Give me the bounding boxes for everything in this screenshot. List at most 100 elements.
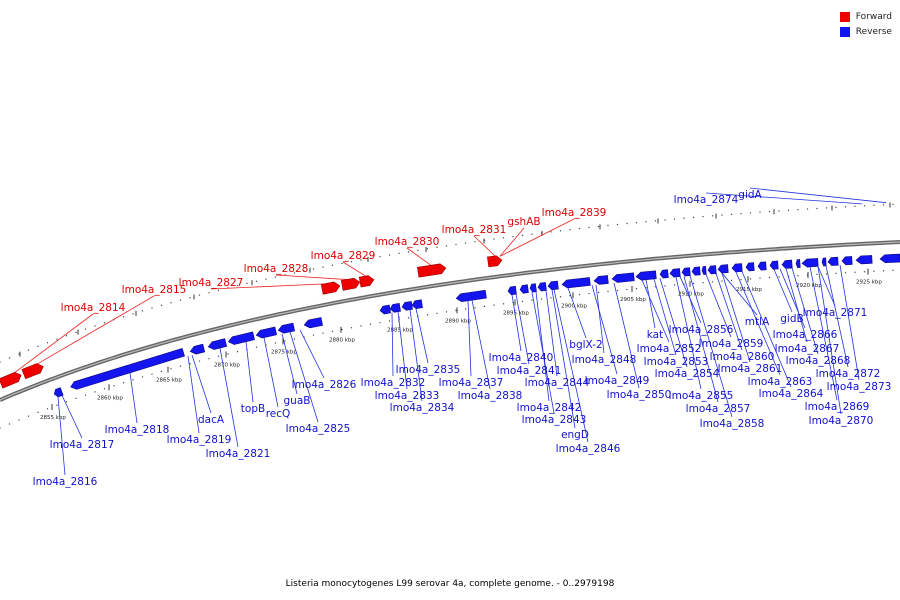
track-dot [246, 282, 248, 285]
track-dot [0, 361, 1, 363]
track-dot [341, 262, 343, 265]
track-dot [778, 276, 780, 278]
track-dot [531, 299, 533, 301]
track-dot [445, 245, 448, 247]
scale-tick-label: 2905 kbp [620, 297, 646, 303]
track-dot [160, 370, 163, 373]
gene-leader-line [839, 265, 860, 381]
track-dot [65, 401, 68, 403]
gene-label: lmo4a_2844 [525, 377, 590, 389]
track-dot [711, 215, 714, 217]
track-dot [531, 233, 533, 235]
track-dot [559, 296, 562, 298]
forward-gene-arrow [320, 281, 341, 295]
gene-leader-line [659, 278, 688, 368]
reverse-gene-arrow [593, 275, 609, 285]
track-dot [46, 342, 49, 344]
track-dot [75, 331, 77, 333]
track-dot [683, 217, 685, 219]
reverse-gene-arrow [561, 277, 591, 289]
track-dot [493, 304, 495, 306]
track-dot [635, 288, 638, 290]
reverse-gene-arrow [379, 304, 391, 315]
track-dot [407, 251, 410, 253]
track-dot [426, 248, 429, 250]
track-dot [749, 212, 752, 214]
reverse-gene-arrow [303, 317, 323, 329]
gene-label: lmo4a_2848 [572, 354, 637, 366]
track-dot [607, 224, 609, 227]
gene-label: recQ [266, 408, 291, 420]
legend-reverse: Reverse [839, 24, 892, 39]
track-dot [312, 268, 315, 270]
scale-tick-label: 2895 kbp [503, 310, 529, 316]
scale-tick-label: 2920 kbp [796, 283, 822, 289]
reverse-gene-arrow [635, 270, 657, 281]
reverse-gene-arrow [681, 267, 691, 277]
gene-label: lmo4a_2841 [497, 365, 562, 377]
track-dot [835, 272, 837, 274]
gene-leader-line [511, 294, 522, 352]
track-dot [189, 296, 191, 299]
gene-leader-line [397, 311, 408, 390]
track-dot [863, 271, 866, 273]
reverse-gene-arrow [389, 302, 401, 313]
gene-label: lmo4a_2838 [458, 390, 523, 402]
gene-leader-line [705, 274, 732, 338]
track-dot [103, 322, 106, 324]
scale-tick-label: 2910 kbp [678, 292, 704, 298]
gene-label: topB [241, 403, 265, 415]
reverse-swatch [839, 26, 850, 37]
track-dot [626, 222, 628, 225]
track-dot [341, 328, 343, 331]
gene-leader-line [499, 227, 525, 257]
reverse-gene-arrow [189, 343, 206, 355]
gene-label: lmo4a_2840 [489, 352, 554, 364]
legend: Forward Reverse [839, 9, 892, 39]
track-dot [94, 325, 96, 327]
gene-label: lmo4a_2832 [361, 377, 426, 389]
track-dot [559, 230, 562, 232]
gene-label: lmo4a_2859 [699, 338, 764, 350]
gene-label: lmo4a_2866 [773, 329, 838, 341]
gene-label: lmo4a_2849 [585, 375, 650, 387]
scale-tick-label: 2880 kbp [329, 338, 355, 344]
gene-leader-line [210, 283, 332, 290]
track-dot [436, 312, 438, 314]
track-dot [502, 237, 505, 239]
gene-leader-line [825, 265, 849, 368]
gene-label: lmo4a_2828 [244, 263, 309, 275]
gene-leader-line [735, 271, 781, 376]
gene-leader-line [715, 273, 743, 351]
gene-leader-line [567, 287, 587, 339]
track-dot [236, 351, 239, 353]
track-dot [255, 346, 258, 348]
track-dot [502, 303, 505, 305]
track-dot [540, 298, 543, 300]
gene-leader-line [473, 235, 497, 258]
track-dot [654, 286, 657, 288]
track-dot [293, 338, 296, 340]
gene-label: lmo4a_2867 [775, 343, 840, 355]
gene-leader-line [689, 275, 733, 418]
track-dot [597, 225, 600, 228]
track-dot [521, 300, 524, 302]
track-dot [569, 229, 571, 231]
track-dot [322, 266, 324, 268]
track-dot [217, 355, 220, 357]
gene-leader-line [741, 271, 792, 388]
gene-label: lmo4a_2868 [786, 355, 851, 367]
track-dot [702, 282, 704, 284]
gene-label: lmo4a_2814 [61, 302, 126, 314]
track-dot [56, 338, 58, 340]
gene-label: lmo4a_2870 [809, 415, 874, 427]
track-dot [597, 291, 600, 294]
gene-label: lmo4a_2834 [390, 402, 455, 414]
reverse-gene-arrow [537, 282, 547, 292]
track-dot [607, 290, 609, 293]
gene-leader-line [653, 278, 677, 356]
track-dot [626, 288, 628, 291]
gene-label: lmo4a_2837 [439, 377, 504, 389]
gene-leader-line [245, 341, 254, 403]
